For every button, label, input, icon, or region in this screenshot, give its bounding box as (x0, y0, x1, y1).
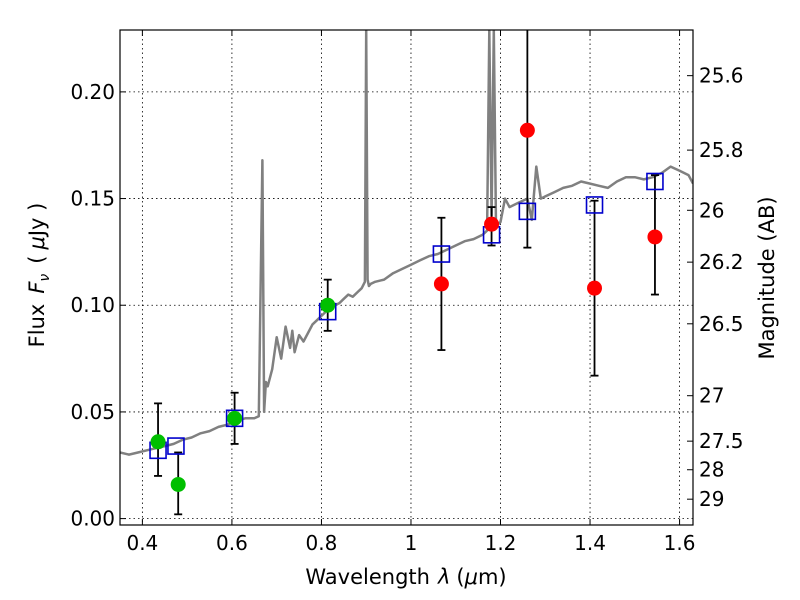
y2-tick-label: 29 (699, 487, 724, 511)
spectrum-layer (120, 30, 693, 456)
observed-point-red (647, 229, 663, 245)
y2-tick-label: 26.5 (699, 312, 744, 336)
x-tick-label: 1 (405, 531, 418, 555)
x-tick-label: 1.6 (664, 531, 696, 555)
observed-point-green (170, 476, 186, 492)
observed-point-green (320, 297, 336, 313)
x-tick-label: 0.6 (216, 531, 248, 555)
y-tick-label: 0.15 (70, 187, 115, 211)
y2-tick-label: 28 (699, 458, 724, 482)
grid (120, 30, 693, 525)
y-axis-label: FluxFν(μJy ) (25, 203, 53, 348)
y2-tick-label: 27.5 (699, 429, 744, 453)
spectrum-line (120, 30, 693, 456)
model-photometry-square (432, 245, 451, 263)
observed-point-red (484, 216, 500, 232)
y-tick-label: 0.20 (70, 80, 115, 104)
y2-tick-label: 26.2 (699, 250, 744, 274)
axis-ticks: 0.4 0.6 0.8 1 1.2 1.4 1.6 0.00 0.05 0.10 0.15 0.20 2… (70, 30, 744, 555)
model-photometry-square (518, 202, 537, 221)
y2-axis-label: Magnitude (AB) (755, 196, 779, 359)
y2-tick-label: 25.8 (699, 138, 744, 162)
y-tick-label: 0.00 (70, 507, 115, 531)
observed-point-red (433, 276, 449, 292)
y-tick-label: 0.10 (70, 293, 115, 317)
y2-tick-label: 26 (699, 198, 724, 222)
y2-tick-label: 27 (699, 384, 724, 408)
x-tick-label: 0.8 (306, 531, 338, 555)
marker-layer (149, 122, 664, 492)
y2-tick-label: 25.6 (699, 64, 744, 88)
model-photometry-square (646, 172, 664, 191)
model-photometry-square (225, 409, 244, 428)
plot-frame (119, 29, 694, 526)
observed-point-red (587, 280, 603, 296)
x-tick-label: 0.4 (126, 531, 158, 555)
x-tick-label: 1.2 (485, 531, 517, 555)
model-photometry-square (585, 196, 604, 214)
observed-point-red (519, 122, 535, 138)
model-photometry-square (167, 437, 185, 455)
x-axis-label: Wavelength λ (μm) (305, 565, 506, 589)
y-tick-label: 0.05 (70, 400, 115, 424)
observed-point-green (150, 434, 166, 450)
x-tick-label: 1.4 (574, 531, 606, 555)
observed-point-green (227, 410, 243, 426)
